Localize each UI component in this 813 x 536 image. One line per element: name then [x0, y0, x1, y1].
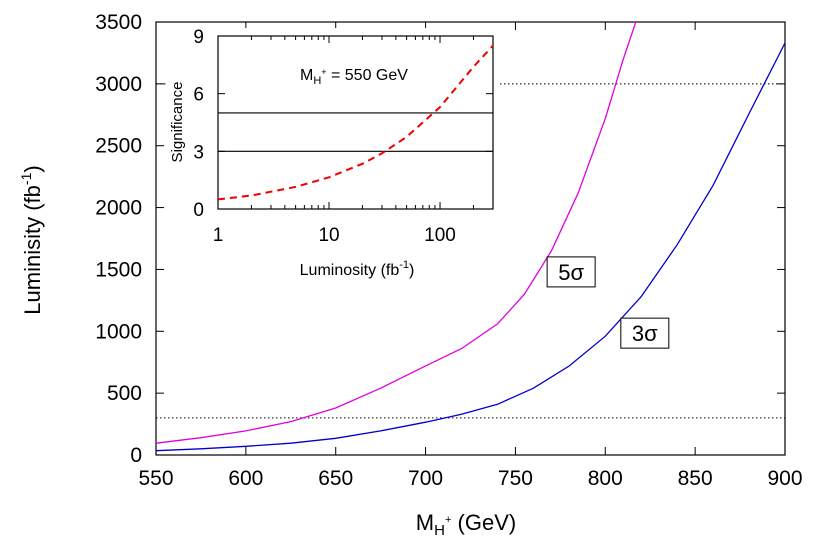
- inset-x-axis-label: Luminosity (fb-1): [300, 259, 415, 279]
- annotation-label-3: 3σ: [632, 321, 658, 346]
- main-plot-frame: [155, 21, 786, 456]
- main-series-line-3: [155, 42, 786, 452]
- annotation-box-3: [620, 317, 670, 349]
- main-x-tick-label-550: 550: [138, 467, 173, 490]
- inset-x-tick-label-100: 100: [424, 225, 456, 246]
- inset-plot-frame: [217, 35, 494, 210]
- main-x-axis-label: MH+ (GeV): [416, 510, 516, 536]
- inset-x-label-main: Luminosity (fb: [300, 262, 400, 279]
- main-y-tick-label-2500: 2500: [95, 135, 142, 158]
- main-x-tick-label-600: 600: [228, 467, 263, 490]
- main-y-tick-label-1500: 1500: [95, 258, 142, 281]
- main-series-line-5: [155, 21, 637, 444]
- inset-y-tick-label-6: 6: [193, 85, 204, 106]
- inset-series-lines: [217, 44, 494, 201]
- annotation-label-5: 5σ: [558, 260, 584, 285]
- inset-x-tick-label-1: 1: [213, 225, 224, 246]
- inset-x-label-close: ): [409, 262, 414, 279]
- inset-x-tick-label-10: 10: [318, 225, 339, 246]
- main-x-ticks: 550 600 650 700 750 800 850 900: [138, 22, 803, 490]
- inset-y-tick-label-3: 3: [193, 142, 204, 163]
- inset-y-tick-label-9: 9: [193, 27, 204, 48]
- main-x-tick-label-850: 850: [678, 467, 713, 490]
- main-y-tick-label-1000: 1000: [95, 320, 142, 343]
- main-y-tick-label-2000: 2000: [95, 197, 142, 220]
- main-x-tick-label-800: 800: [588, 467, 623, 490]
- main-x-tick-label-650: 650: [318, 467, 353, 490]
- inset-x-label-sup: -1: [399, 259, 409, 271]
- main-y-tick-label-0: 0: [130, 444, 142, 467]
- inset-background: [168, 28, 500, 286]
- main-y-tick-label-500: 500: [107, 382, 142, 405]
- inset-title-sup: +: [321, 67, 326, 77]
- inset-series-line-0: [217, 44, 494, 201]
- main-y-label-close: ): [20, 165, 45, 172]
- main-x-tick-label-900: 900: [767, 467, 802, 490]
- main-y-tick-label-3000: 3000: [95, 73, 142, 96]
- inset-chart: 1 10 100 0 3 6 9 MH+ = 550 GeV Luminosity (fb…: [168, 27, 500, 286]
- main-x-label-main: M: [416, 510, 434, 535]
- main-y-axis-label: Luminisity (fb-1): [18, 165, 45, 314]
- inset-title: MH+ = 550 GeV: [300, 67, 408, 87]
- inset-title-rest: = 550 GeV: [327, 67, 409, 84]
- main-x-label-sub: H: [434, 522, 445, 536]
- inset-title-sub: H: [313, 75, 321, 87]
- main-y-label-main: Luminisity (fb: [20, 185, 45, 315]
- main-y-label-sup: -1: [18, 172, 34, 185]
- inset-x-ticks: 1 10 100: [213, 36, 494, 246]
- main-x-label-sup: +: [445, 514, 451, 526]
- main-x-tick-label-700: 700: [408, 467, 443, 490]
- main-x-tick-label-750: 750: [498, 467, 533, 490]
- inset-title-main: M: [300, 67, 313, 84]
- inset-y-tick-label-0: 0: [193, 200, 204, 221]
- inset-y-axis-label: Significance: [169, 82, 186, 163]
- main-y-tick-label-3500: 3500: [95, 11, 142, 34]
- annotation-box-5: [546, 256, 596, 288]
- inset-reference-lines: [218, 112, 493, 152]
- main-annotations: 5σ 3σ: [546, 256, 670, 349]
- main-x-label-unit: (GeV): [451, 510, 516, 535]
- main-chart: 550 600 650 700 750 800 850 900 050010001500200…: [18, 11, 803, 536]
- main-series-lines: [155, 21, 786, 452]
